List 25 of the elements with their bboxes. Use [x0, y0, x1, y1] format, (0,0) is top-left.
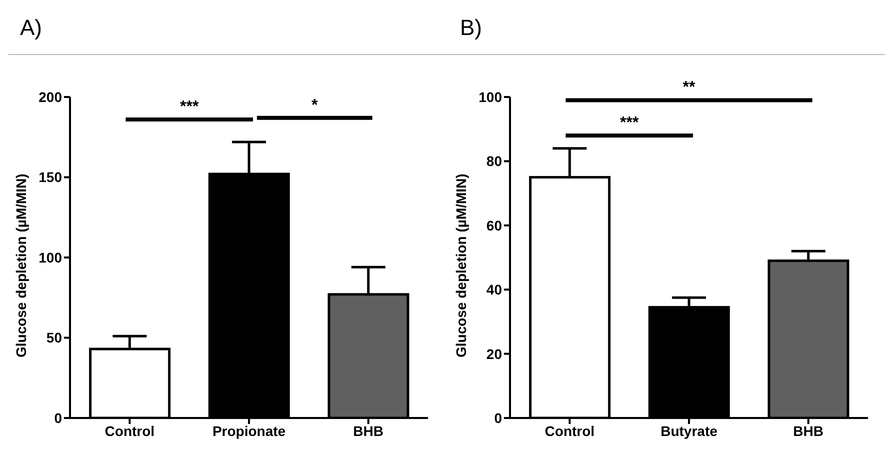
y-tick-label: 80	[486, 153, 502, 170]
y-axis-title: Glucose depletion (µM/MIN)	[12, 174, 29, 358]
x-tick-label: Control	[544, 422, 595, 439]
y-tick-label: 20	[486, 346, 502, 362]
text: **	[682, 79, 696, 96]
annotation: ***	[180, 98, 200, 116]
x-tick-label: BHB	[353, 422, 384, 439]
y-tick-label: 60	[486, 217, 502, 234]
chart-title: A)	[19, 14, 43, 42]
y-tick-label: 200	[38, 88, 62, 105]
y-tick-label: 50	[46, 330, 62, 346]
x-tick-label: BHB	[793, 422, 824, 439]
y-tick-label: 150	[38, 169, 62, 186]
annotation: ***	[620, 114, 640, 132]
y-axis-title: Glucose depletion (µM/MIN)	[452, 174, 469, 358]
x-tick-label: Butyrate	[660, 422, 718, 439]
annotation: *	[312, 96, 319, 114]
y-tick-label: 0	[494, 410, 502, 426]
y-tick-label: 100	[478, 88, 502, 105]
y-tick-label: 100	[38, 249, 62, 266]
x-tick-label: Control	[104, 422, 155, 439]
chart-title: B)	[459, 14, 483, 42]
y-tick-label: 40	[486, 282, 502, 298]
y-tick-label: 0	[54, 410, 62, 426]
x-tick-label: Propionate	[212, 422, 286, 439]
